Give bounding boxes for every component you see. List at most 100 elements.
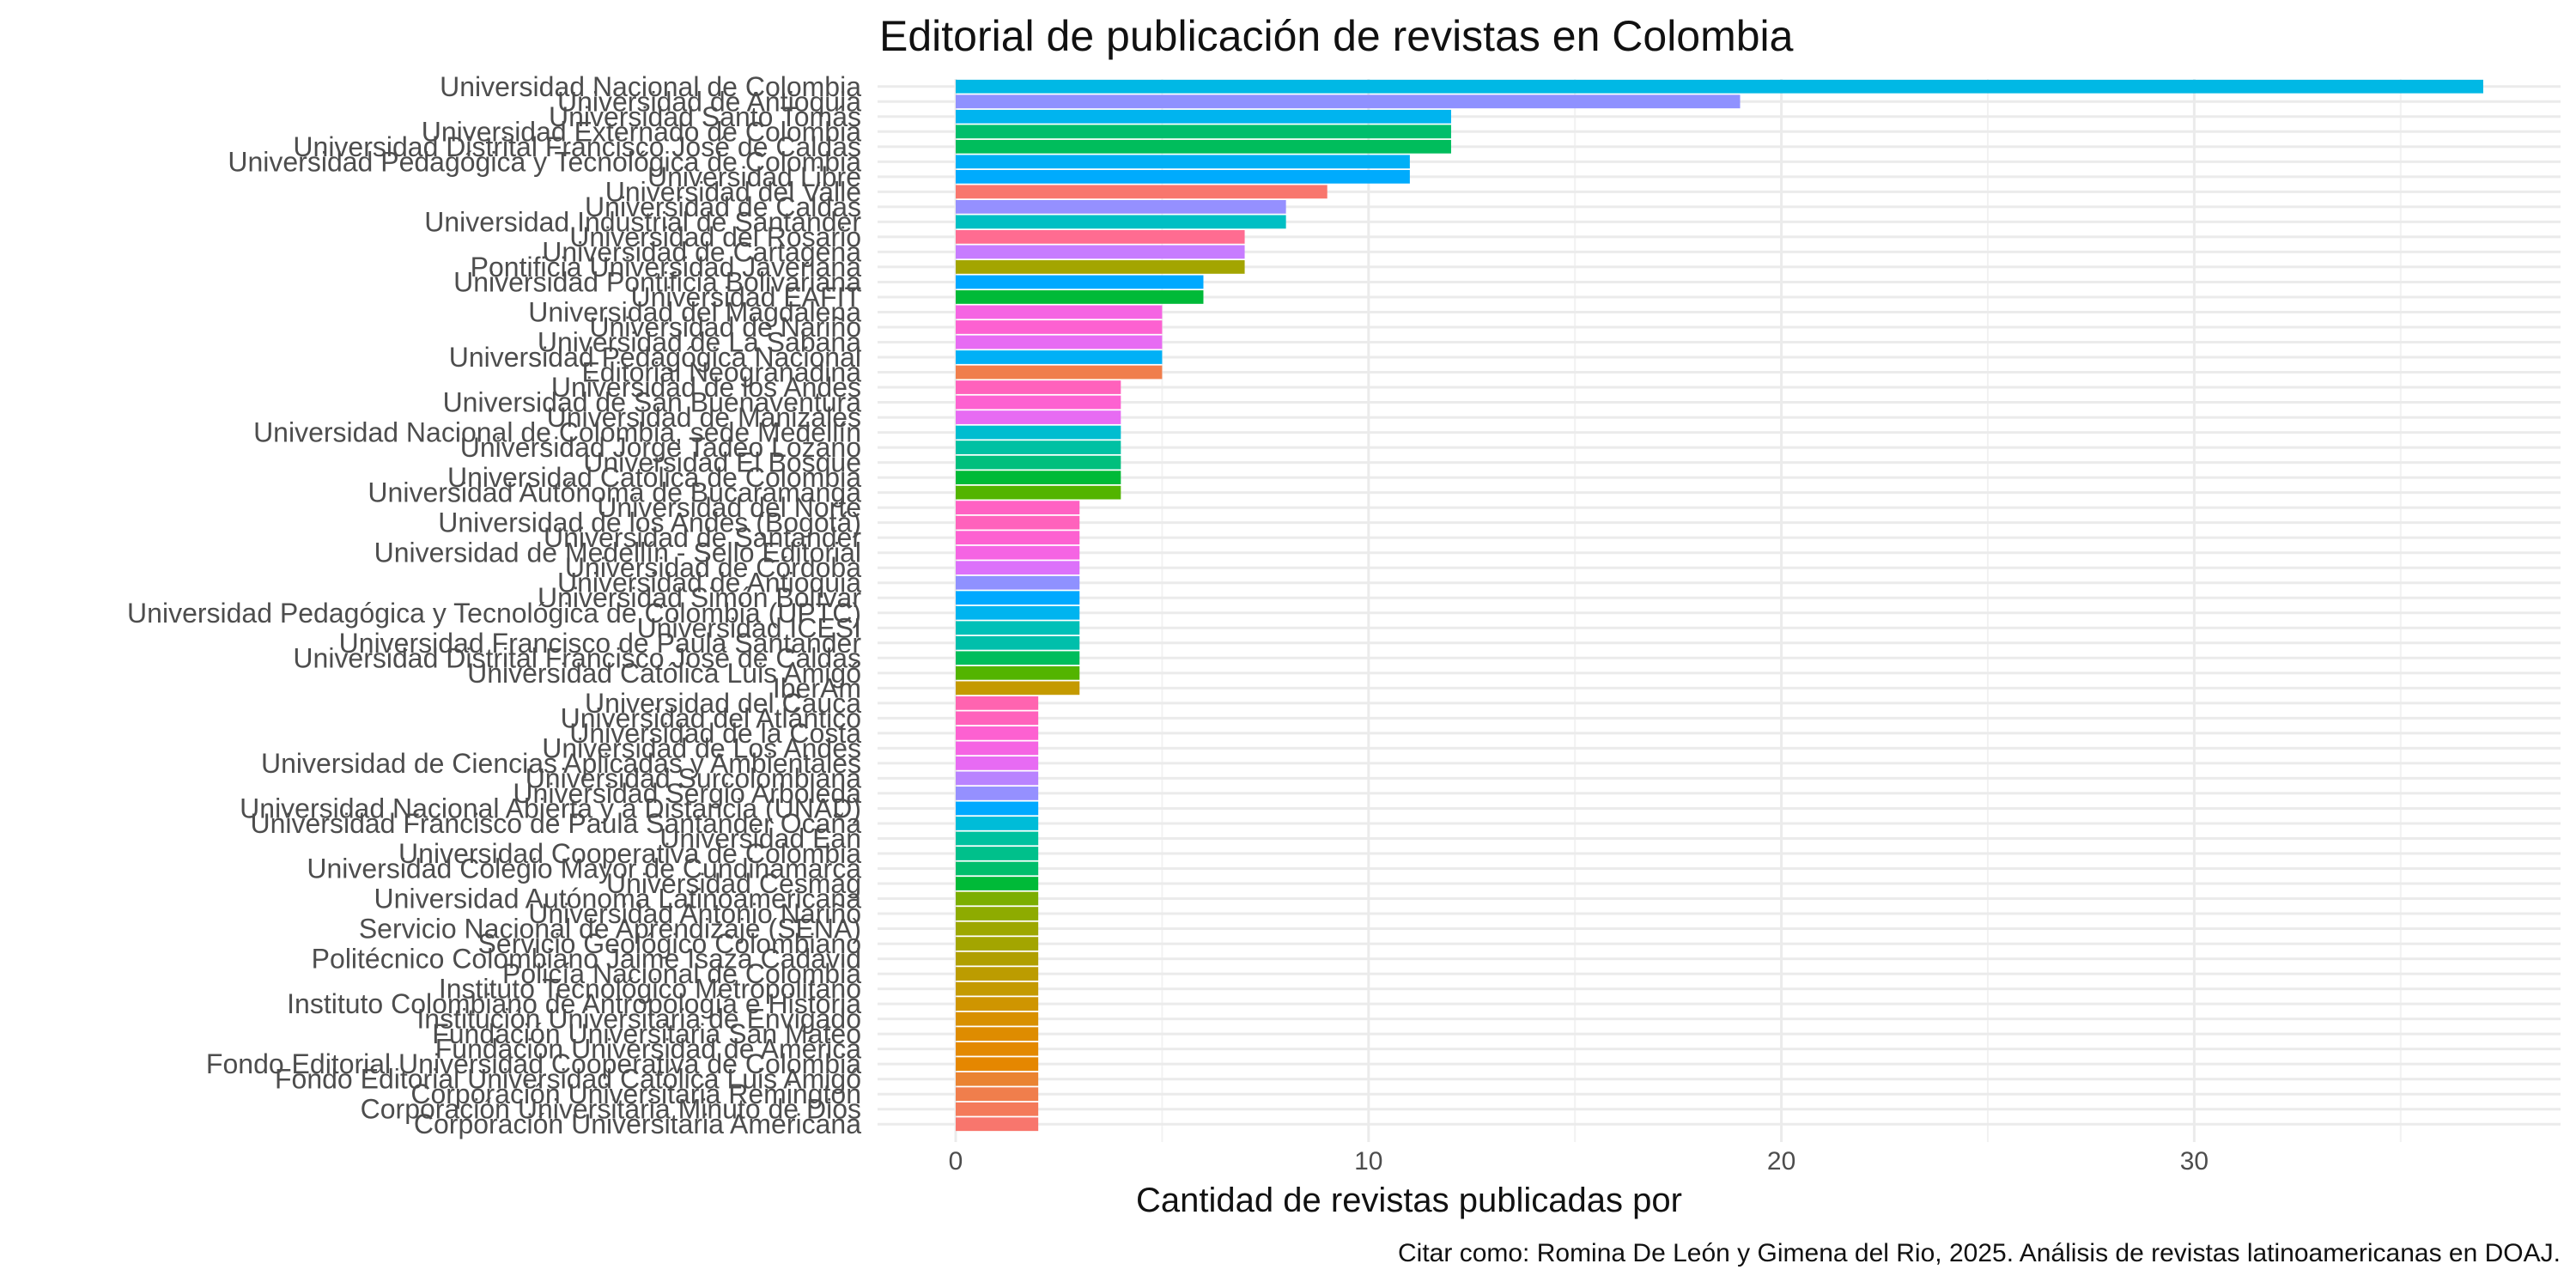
bar bbox=[956, 921, 1039, 936]
y-tick-label: Universidad Francisco de Paula Santander… bbox=[250, 808, 861, 839]
y-tick-label: Universidad de Los Andes bbox=[542, 732, 861, 763]
bar bbox=[956, 440, 1121, 454]
y-tick-label: Instituto Colombiano de Antropología e H… bbox=[287, 988, 861, 1019]
y-tick-label: Universidad Jorge Tadeo Lozano bbox=[460, 432, 861, 463]
y-tick-label: Universidad Distrital Francisco José de … bbox=[293, 131, 861, 162]
y-tick-label: Pontificia Universidad Javeriana bbox=[471, 252, 862, 283]
y-tick-label: Universidad de La Sabana bbox=[538, 327, 861, 358]
bar bbox=[956, 891, 1039, 906]
y-tick-label: Fundación Universitaria San Mateo bbox=[432, 1018, 861, 1049]
y-tick-label: Policía Nacional de Colombia bbox=[502, 958, 861, 989]
y-tick-label: Editorial Neogranadina bbox=[581, 357, 861, 388]
y-tick-label: Universidad Industrial de Santander bbox=[424, 206, 861, 237]
y-tick-label: Universidad Libre bbox=[647, 161, 861, 192]
bar bbox=[956, 1087, 1039, 1102]
x-axis-title: Cantidad de revistas publicadas por bbox=[1136, 1182, 1682, 1219]
caption: Citar como: Romina De León y Gimena del … bbox=[1398, 1239, 2561, 1267]
bar bbox=[956, 726, 1039, 740]
y-tick-label: Servicio Nacional de Aprendizaje (SENA) bbox=[359, 914, 861, 945]
y-tick-label: Corporación Universitaria Minuto de Dios bbox=[361, 1094, 861, 1125]
y-tick-label: Universidad Francisco de Paula Santander bbox=[339, 628, 862, 659]
bar bbox=[956, 575, 1080, 590]
y-tick-label: Universidad del Cauca bbox=[585, 688, 861, 719]
x-tick-label: 30 bbox=[2180, 1147, 2208, 1176]
bar bbox=[956, 591, 1080, 605]
y-tick-label: Universidad Antonio Nariño bbox=[528, 898, 861, 929]
bar bbox=[956, 199, 1286, 214]
bar bbox=[956, 1042, 1039, 1056]
y-tick-label: Universidad ICESI bbox=[637, 612, 861, 643]
y-tick-label: Universidad Simón Bolívar bbox=[538, 582, 861, 613]
bar bbox=[956, 230, 1245, 244]
bar bbox=[956, 545, 1080, 560]
bar bbox=[956, 801, 1039, 816]
bar bbox=[956, 515, 1080, 530]
bar bbox=[956, 861, 1039, 876]
y-tick-label: Universidad Ean bbox=[659, 823, 861, 854]
y-tick-label: Universidad de los Andes (Bogotá) bbox=[438, 507, 861, 538]
bar bbox=[956, 981, 1039, 996]
y-tick-label: Universidad Nacional de Colombia bbox=[440, 71, 861, 102]
y-tick-label: Universidad Santo Tomás bbox=[549, 101, 861, 132]
y-tick-label: Corporación Universitaria Americana bbox=[414, 1109, 861, 1139]
bar bbox=[956, 290, 1204, 304]
bar bbox=[956, 621, 1080, 635]
bar bbox=[956, 951, 1039, 966]
bar bbox=[956, 79, 2483, 94]
bar bbox=[956, 485, 1121, 500]
y-tick-label: Universidad Pontificia Bolivariana bbox=[453, 266, 861, 297]
bar bbox=[956, 711, 1039, 726]
y-tick-label: Universidad de Córdoba bbox=[565, 552, 861, 583]
bar bbox=[956, 1057, 1039, 1072]
bar bbox=[956, 109, 1451, 124]
y-tick-label: Fundación Universidad de América bbox=[435, 1034, 861, 1065]
bar bbox=[956, 320, 1163, 334]
bar bbox=[956, 185, 1327, 199]
bar bbox=[956, 937, 1039, 951]
y-tick-label: Universidad Católica Luis Amigó bbox=[467, 658, 861, 689]
bar bbox=[956, 696, 1039, 710]
y-tick-label: Universidad Cesmag bbox=[606, 868, 861, 899]
y-tick-label: Universidad de Santander bbox=[544, 522, 861, 553]
y-tick-label: Universidad de Ciencias Aplicadas y Ambi… bbox=[261, 748, 861, 779]
y-tick-label: Universidad Autónoma de Bucaramanga bbox=[368, 477, 861, 508]
y-tick-label: Corporación Universitaria Remington bbox=[410, 1078, 861, 1109]
bar bbox=[956, 455, 1121, 470]
bar bbox=[956, 907, 1039, 920]
y-tick-label: Universidad Externado de Colombia bbox=[422, 116, 861, 147]
y-tick-label: Universidad Autónoma Latinoamericana bbox=[374, 884, 862, 914]
y-tick-label: Universidad de la Costa bbox=[569, 718, 861, 749]
bar bbox=[956, 395, 1121, 410]
bar bbox=[956, 275, 1204, 289]
y-tick-label: Universidad de Antioquia bbox=[557, 86, 861, 117]
x-tick-label: 20 bbox=[1767, 1147, 1795, 1176]
x-axis-ticks: 0 10 20 30 bbox=[949, 1147, 2208, 1176]
bar bbox=[956, 260, 1245, 274]
bar bbox=[956, 365, 1163, 380]
y-tick-label: Universidad Nacional Abierta y a Distanc… bbox=[240, 793, 861, 823]
y-tick-label: Servicio Geológico Colombiano bbox=[478, 928, 861, 959]
bar bbox=[956, 139, 1451, 154]
y-tick-label: Universidad El Bosque bbox=[583, 447, 861, 478]
y-tick-label: Universidad de San Buenaventura bbox=[443, 387, 862, 418]
y-tick-label: Instituto Tecnológico Metropolitano bbox=[439, 974, 861, 1005]
y-tick-label: Universidad Surcolombiana bbox=[526, 762, 862, 793]
y-tick-label: Universidad Colegio Mayor de Cundinamarc… bbox=[307, 854, 861, 884]
y-tick-label: Universidad Católica de Colombia bbox=[447, 462, 861, 493]
y-tick-label: Universidad del Valle bbox=[605, 176, 861, 207]
bar bbox=[956, 817, 1039, 830]
bar bbox=[956, 756, 1039, 770]
bar bbox=[956, 561, 1080, 575]
y-tick-label: Institución Universitaria de Envigado bbox=[416, 1004, 861, 1035]
bar bbox=[956, 635, 1080, 650]
bar bbox=[956, 831, 1039, 846]
y-tick-label: Politécnico Colombiano Jaime Isaza Cadav… bbox=[312, 944, 861, 975]
bar bbox=[956, 847, 1039, 860]
bar bbox=[956, 410, 1121, 424]
y-tick-label: Universidad Pedagógica y Tecnológica de … bbox=[228, 146, 861, 177]
bar bbox=[956, 1012, 1039, 1026]
bar bbox=[956, 380, 1121, 394]
x-tick-label: 10 bbox=[1354, 1147, 1382, 1176]
y-tick-label: Universidad de Manizales bbox=[547, 402, 861, 433]
bar bbox=[956, 215, 1286, 229]
